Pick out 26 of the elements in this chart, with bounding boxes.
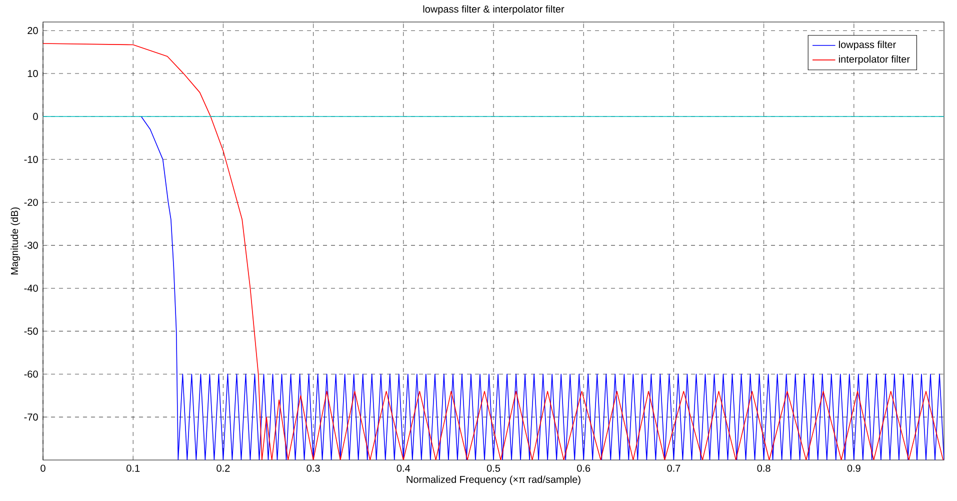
x-tick-label: 0.2 <box>216 464 230 472</box>
x-tick-label: 0.3 <box>306 464 320 472</box>
x-tick-label: 0.1 <box>126 464 140 472</box>
y-tick-label: -30 <box>24 242 38 249</box>
y-tick-label: -50 <box>24 328 38 335</box>
x-tick-label: 0 <box>40 464 46 472</box>
y-tick-label: -20 <box>24 198 38 206</box>
legend-label: interpolator filter <box>839 55 910 65</box>
y-tick-label: -10 <box>24 156 38 163</box>
y-axis-title: Magnitude (dB) <box>10 207 20 274</box>
y-tick-label: -60 <box>24 370 38 378</box>
x-tick-label: 0.6 <box>577 464 590 472</box>
x-tick-label: 0.8 <box>757 464 770 472</box>
legend-label: lowpass filter <box>839 40 896 50</box>
chart-title: lowpass filter & interpolator filter <box>423 5 564 15</box>
y-tick-label: 10 <box>28 70 38 78</box>
y-tick-label: -70 <box>24 414 38 421</box>
y-tick-label: 0 <box>33 112 38 120</box>
x-tick-label: 0.4 <box>396 464 410 472</box>
x-axis-title: Normalized Frequency (×π rad/sample) <box>406 476 580 485</box>
x-tick-label: 0.9 <box>847 464 860 472</box>
line-series <box>140 116 944 460</box>
y-tick-label: -40 <box>24 284 38 292</box>
x-tick-label: 0.7 <box>667 464 680 472</box>
x-tick-label: 0.5 <box>486 464 500 472</box>
y-tick-label: 20 <box>28 27 38 34</box>
